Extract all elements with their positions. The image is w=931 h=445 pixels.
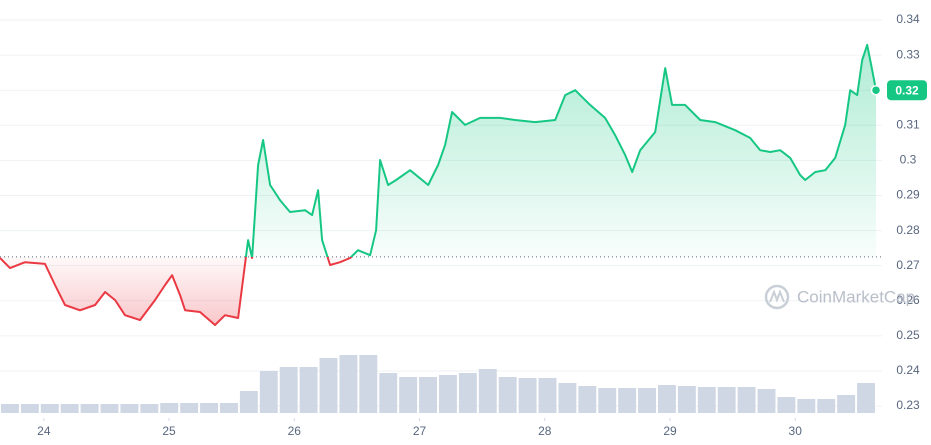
volume-bar	[538, 378, 557, 413]
volume-bar	[359, 355, 378, 413]
volume-bar	[239, 391, 258, 413]
volume-bar	[339, 355, 358, 413]
y-tick-label: 0.33	[896, 47, 920, 61]
volume-bar	[299, 367, 318, 413]
volume-bar	[180, 403, 199, 413]
volume-bar	[757, 389, 776, 413]
y-tick-label: 0.24	[896, 363, 920, 377]
volume-bar	[279, 367, 298, 413]
volume-bar	[458, 373, 477, 413]
x-tick-label: 30	[789, 424, 803, 438]
volume-bar	[60, 404, 79, 413]
x-tick-label: 27	[413, 424, 427, 438]
volume-bar	[638, 388, 656, 413]
volume-bar	[578, 386, 597, 413]
volume-bar	[220, 403, 238, 413]
volume-bar	[20, 404, 39, 413]
volume-bar	[697, 387, 716, 413]
y-tick-label: 0.23	[896, 398, 920, 412]
volume-bar	[160, 403, 179, 413]
volume-bar	[797, 399, 816, 413]
watermark: CoinMarketCap	[764, 284, 915, 310]
volume-bar	[817, 399, 836, 413]
x-tick-label: 26	[288, 424, 302, 438]
volume-bar	[399, 377, 418, 413]
volume-bar	[140, 404, 159, 413]
x-tick-label: 29	[663, 424, 677, 438]
y-tick-label: 0.29	[896, 188, 920, 202]
volume-bar	[80, 404, 99, 413]
y-tick-label: 0.27	[896, 258, 920, 272]
volume-bar	[598, 388, 617, 413]
x-tick-label: 28	[538, 424, 552, 438]
price-line	[0, 43, 877, 326]
volume-bar	[837, 395, 856, 413]
volume-bar	[518, 378, 537, 413]
volume-bar	[558, 383, 577, 413]
y-tick-label: 0.26	[896, 293, 920, 307]
volume-bar	[857, 383, 875, 413]
volume-bar	[319, 358, 338, 413]
volume-bar	[478, 369, 497, 413]
volume-bar	[439, 375, 457, 413]
volume-bar	[658, 385, 676, 413]
volume-bar	[100, 404, 119, 413]
volume-bar	[777, 397, 796, 413]
x-tick-label: 24	[37, 424, 51, 438]
last-price-label: 0.32	[895, 83, 919, 97]
y-tick-label: 0.3	[900, 153, 917, 167]
y-tick-label: 0.34	[896, 12, 920, 26]
volume-bar	[717, 387, 736, 413]
volume-bar	[1, 404, 19, 413]
watermark-text: CoinMarketCap	[797, 287, 915, 306]
area-fill	[0, 44, 876, 326]
y-tick-label: 0.31	[896, 117, 920, 131]
volume-bar	[677, 386, 696, 413]
volume-bar	[498, 377, 517, 413]
volume-bar	[737, 387, 756, 413]
volume-bar	[618, 388, 637, 413]
last-price-badge	[887, 80, 927, 101]
volume-bar	[120, 404, 139, 413]
y-tick-label: 0.25	[896, 328, 920, 342]
last-point	[870, 84, 882, 96]
watermark-logo	[764, 284, 790, 310]
watermark-logo-mark	[769, 289, 785, 303]
volume-bar	[40, 404, 59, 413]
y-tick-label: 0.28	[896, 223, 920, 237]
volume-bar	[379, 373, 398, 413]
volume-bar	[419, 377, 437, 413]
x-tick-label: 25	[162, 424, 176, 438]
volume-bar	[200, 403, 218, 413]
volume-bar	[259, 371, 278, 413]
